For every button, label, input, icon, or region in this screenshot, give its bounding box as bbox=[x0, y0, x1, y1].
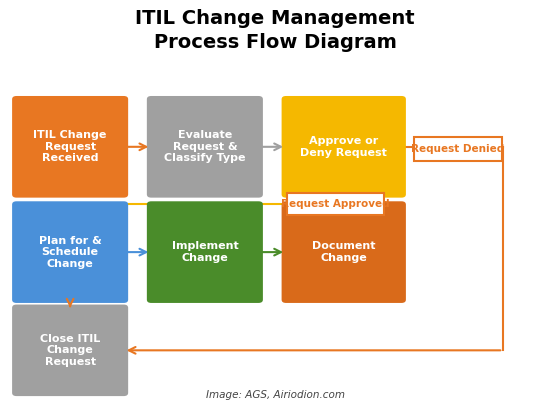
Text: ITIL Change
Request
Received: ITIL Change Request Received bbox=[34, 130, 107, 163]
FancyBboxPatch shape bbox=[12, 96, 128, 198]
Text: Approve or
Deny Request: Approve or Deny Request bbox=[300, 136, 387, 158]
FancyBboxPatch shape bbox=[287, 193, 384, 215]
FancyBboxPatch shape bbox=[414, 137, 502, 161]
Text: Document
Change: Document Change bbox=[312, 241, 376, 263]
Text: Plan for &
Schedule
Change: Plan for & Schedule Change bbox=[39, 236, 102, 269]
FancyBboxPatch shape bbox=[147, 201, 263, 303]
Text: Image: AGS, Airiodion.com: Image: AGS, Airiodion.com bbox=[206, 390, 344, 400]
Text: Evaluate
Request &
Classify Type: Evaluate Request & Classify Type bbox=[164, 130, 246, 163]
Text: Implement
Change: Implement Change bbox=[172, 241, 238, 263]
Text: Process Flow Diagram: Process Flow Diagram bbox=[153, 33, 397, 52]
Text: Request Denied: Request Denied bbox=[411, 144, 504, 154]
FancyBboxPatch shape bbox=[12, 201, 128, 303]
Text: Request Approved: Request Approved bbox=[281, 199, 390, 209]
Text: ITIL Change Management: ITIL Change Management bbox=[135, 9, 415, 28]
Text: Close ITIL
Change
Request: Close ITIL Change Request bbox=[40, 334, 100, 367]
FancyBboxPatch shape bbox=[147, 96, 263, 198]
FancyBboxPatch shape bbox=[282, 201, 406, 303]
FancyBboxPatch shape bbox=[12, 305, 128, 396]
FancyBboxPatch shape bbox=[282, 96, 406, 198]
